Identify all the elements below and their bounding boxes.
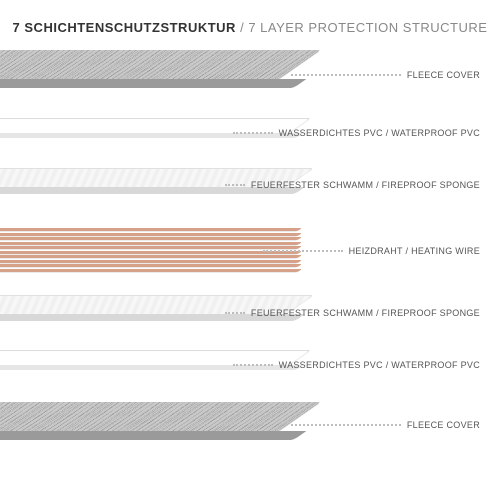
leader-line <box>225 184 245 186</box>
layer-label: WASSERDICHTES PVC / WATERPROOF PVC <box>279 360 480 370</box>
layer-label: HEIZDRAHT / HEATING WIRE <box>349 246 480 256</box>
layer-label-row: HEIZDRAHT / HEATING WIRE <box>263 246 480 256</box>
layer-shape <box>0 50 300 88</box>
heating-wire <box>0 246 302 249</box>
slab-top <box>0 402 321 432</box>
layer-label-row: WASSERDICHTES PVC / WATERPROOF PVC <box>233 128 480 138</box>
leader-line <box>291 424 401 426</box>
heating-wire <box>0 269 302 272</box>
layer-diagram: FLEECE COVER WASSERDICHTES PVC / WATERPRO… <box>0 50 500 480</box>
slab-top <box>0 50 321 80</box>
layer-label: FLEECE COVER <box>407 420 480 430</box>
heating-wire <box>0 264 302 267</box>
layer-label: FLEECE COVER <box>407 70 480 80</box>
heating-wire <box>0 260 302 263</box>
heating-wire <box>0 237 302 240</box>
slab-edge <box>0 431 306 440</box>
leader-line <box>263 250 343 252</box>
heating-wire <box>0 251 302 254</box>
heating-wire <box>0 255 302 258</box>
layer-label: FEUERFESTER SCHWAMM / FIREPROOF SPONGE <box>251 180 480 190</box>
heating-wire <box>0 242 302 245</box>
layer-label-row: FEUERFESTER SCHWAMM / FIREPROOF SPONGE <box>225 180 480 190</box>
title-sep: / <box>240 20 244 35</box>
layer-label-row: FLEECE COVER <box>291 70 480 80</box>
leader-line <box>291 74 401 76</box>
leader-line <box>225 312 245 314</box>
title-en: 7 LAYER PROTECTION STRUCTURE <box>248 20 487 35</box>
heating-wire <box>0 233 302 236</box>
title-de: 7 SCHICHTENSCHUTZSTRUKTUR <box>13 20 236 35</box>
layer-shape <box>0 402 300 440</box>
heating-wire <box>0 228 302 231</box>
page-title: 7 SCHICHTENSCHUTZSTRUKTUR / 7 LAYER PROT… <box>0 20 500 35</box>
leader-line <box>233 364 273 366</box>
slab-edge <box>0 79 306 88</box>
leader-line <box>233 132 273 134</box>
layer-label-row: FEUERFESTER SCHWAMM / FIREPROOF SPONGE <box>225 308 480 318</box>
layer-label-row: FLEECE COVER <box>291 420 480 430</box>
layer-label: WASSERDICHTES PVC / WATERPROOF PVC <box>279 128 480 138</box>
layer-label: FEUERFESTER SCHWAMM / FIREPROOF SPONGE <box>251 308 480 318</box>
layer-label-row: WASSERDICHTES PVC / WATERPROOF PVC <box>233 360 480 370</box>
